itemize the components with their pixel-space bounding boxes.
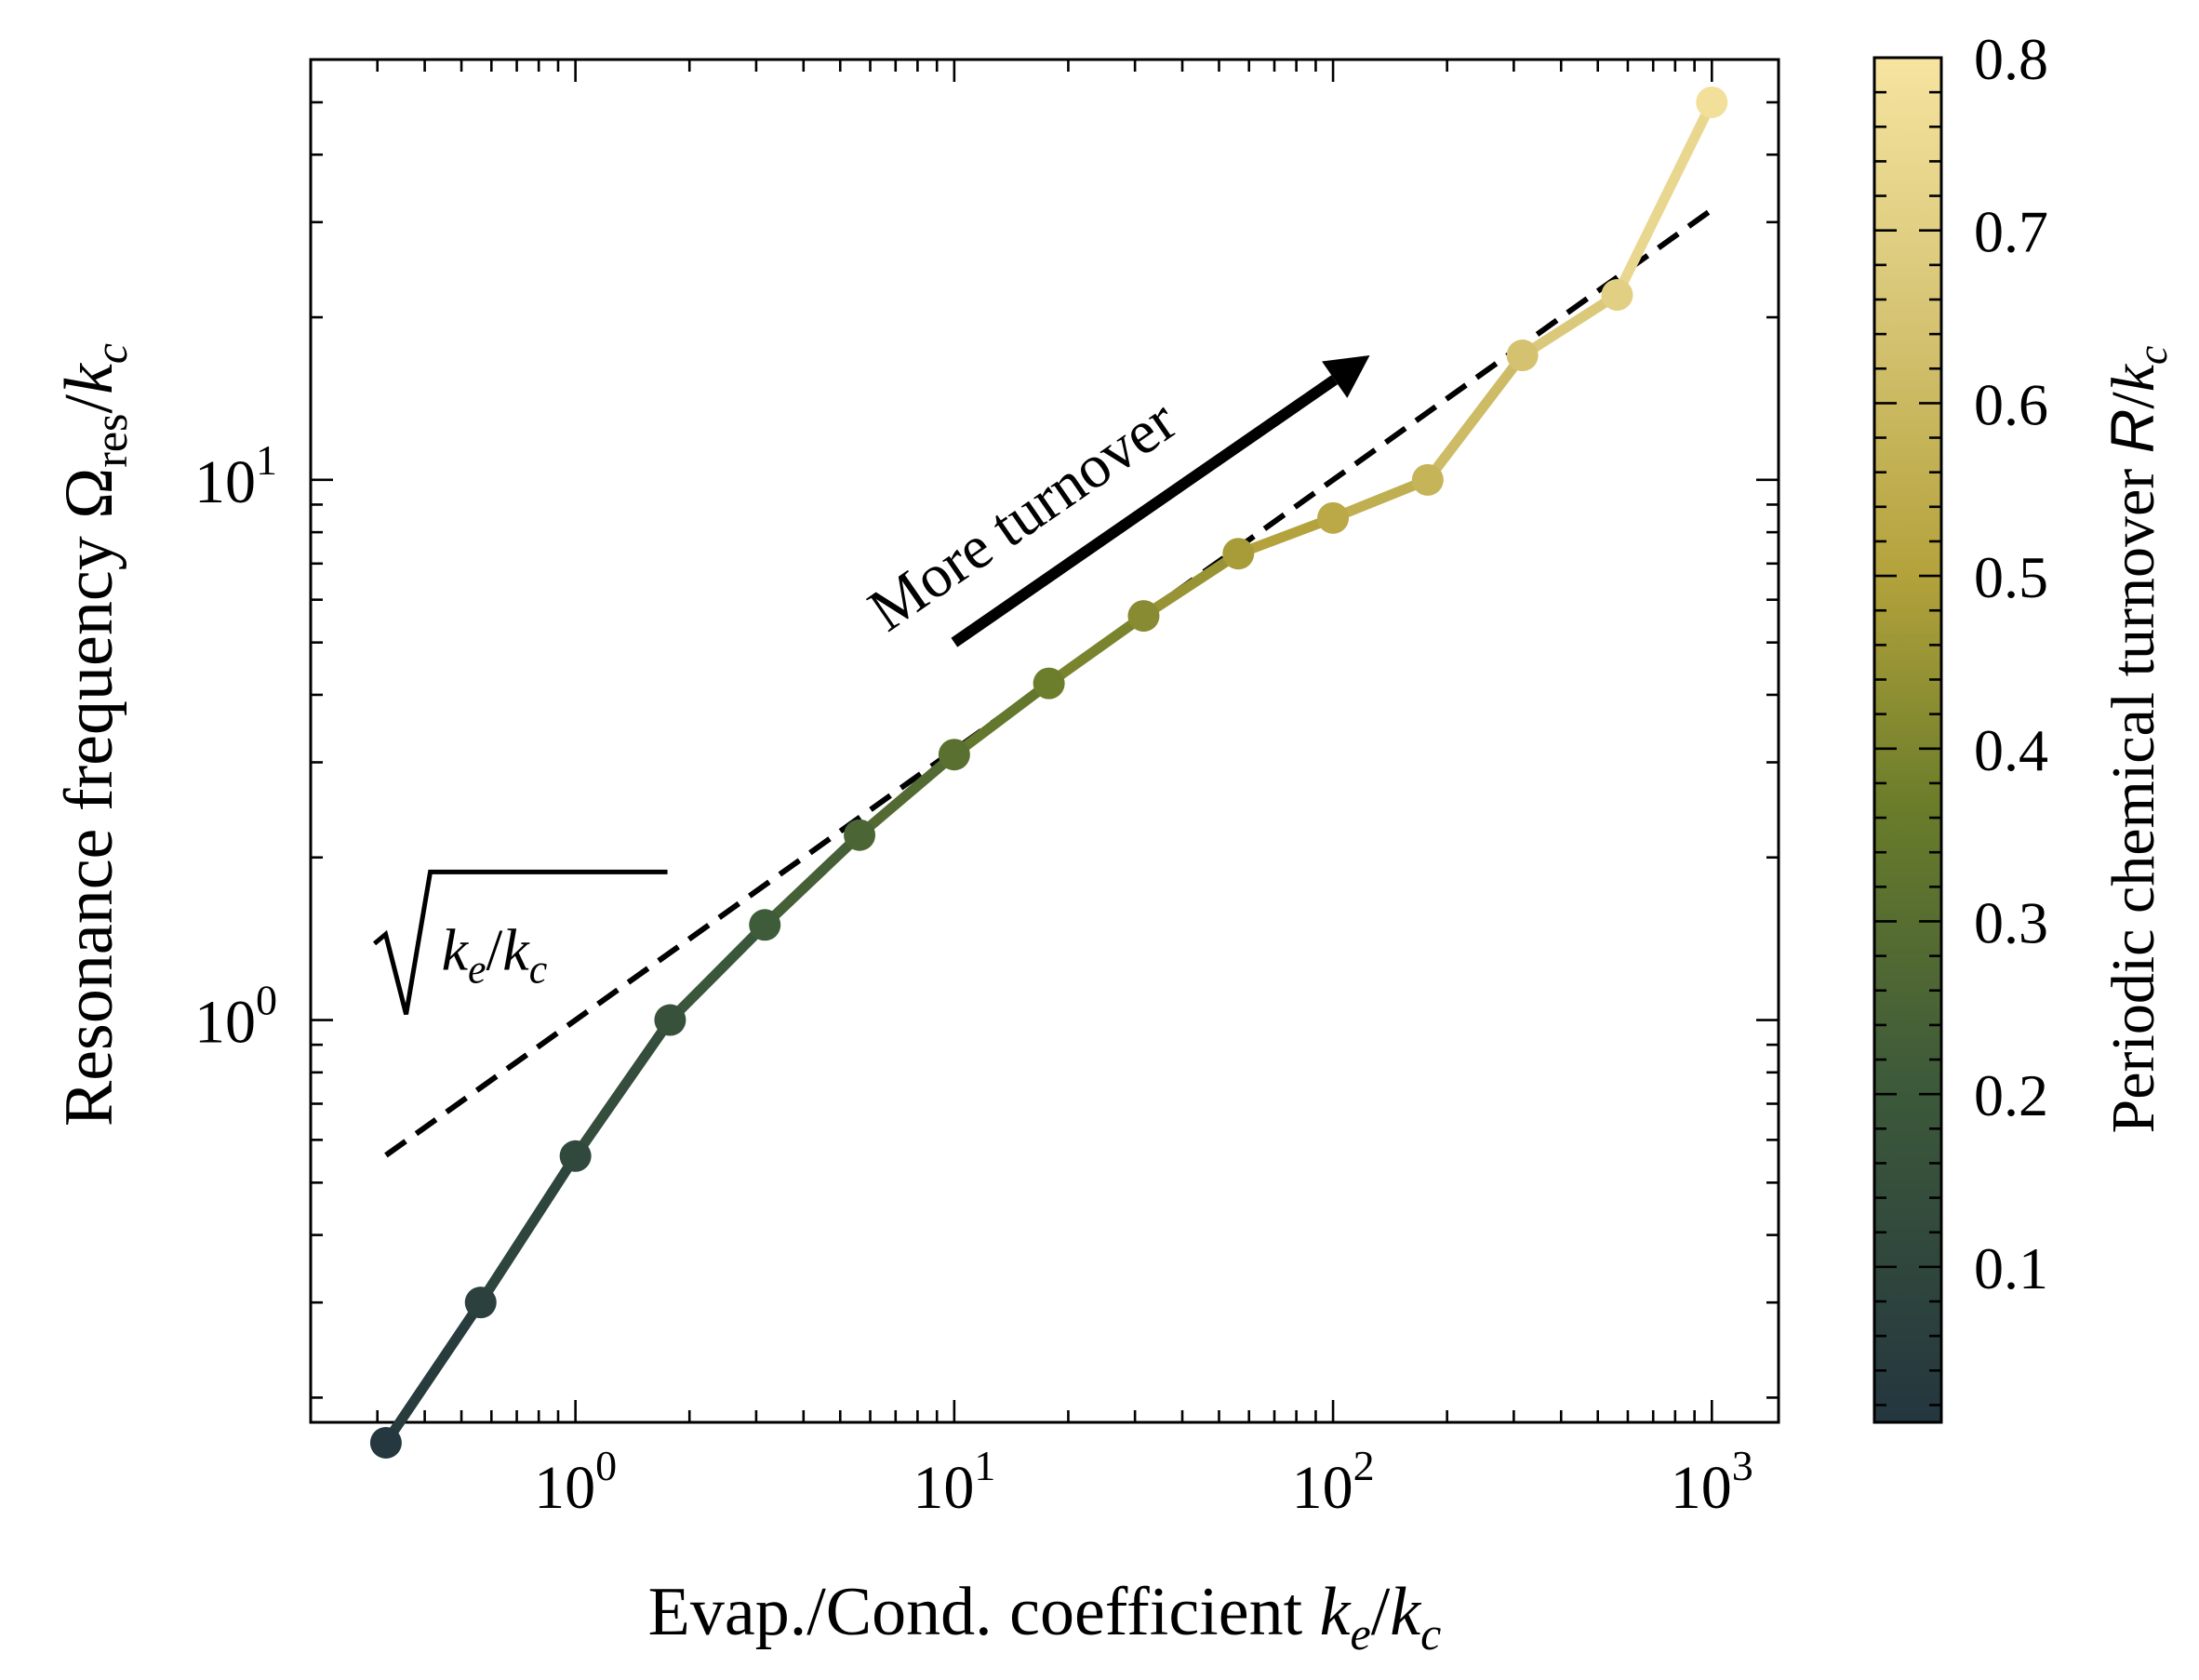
turnover-arrow [951,355,1370,647]
y-tick-labels: 100 101 [194,436,277,1057]
series-segment [1327,474,1433,524]
major-ticks [311,60,1779,1422]
data-point [369,1426,402,1459]
x-axis-label: Evap./Cond. coefficient ke/kc [648,1574,1442,1660]
x-tick-label: 102 [1292,1442,1375,1522]
y-axis-label: Resonance frequency Ωres/kc [51,343,137,1127]
colorbar-tick-label: 0.3 [1974,889,2048,955]
series-segment [380,1297,486,1448]
colorbar-tick-label: 0.7 [1974,199,2048,265]
colorbar-frame [1872,56,1943,1424]
data-point [749,909,781,941]
data-point [1222,538,1255,570]
colorbar-gradient [1874,58,1941,1422]
series-segment [854,749,960,841]
series-segment [759,830,865,930]
series-segment [949,678,1055,760]
colorbar-ticks [1874,56,1941,1407]
colorbar: 0.1 0.2 0.3 0.4 0.5 0.6 0.7 0.8 Periodic chemic… [1872,26,2176,1424]
series-segment [664,919,770,1026]
y-tick-label: 101 [194,436,277,516]
data-point [1696,86,1728,118]
data-point [938,739,970,771]
data-point [654,1004,686,1036]
arrow-head [1322,355,1370,398]
colorbar-tick-label: 0.8 [1974,26,2048,92]
sqrt-expression: ke/kc [442,916,548,992]
data-point [1411,463,1444,496]
series-segment [1422,350,1528,486]
x-tick-label: 100 [534,1442,617,1522]
series-points [369,86,1728,1459]
series-segment [1611,97,1717,300]
series-segment [1233,513,1339,559]
sqrt-sign [372,869,668,1015]
colorbar-tick-label: 0.2 [1974,1062,2048,1128]
series-line [380,97,1717,1448]
y-tick-label: 100 [194,977,277,1057]
x-tick-label: 101 [913,1442,995,1522]
series-segment [1517,289,1622,361]
data-point [1317,501,1350,534]
arrow-shaft [951,375,1339,647]
series-segment [1138,548,1244,621]
colorbar-tick-label: 0.4 [1974,717,2048,783]
data-point [1127,600,1160,633]
data-point [844,819,876,851]
data-point [559,1140,592,1172]
sqrt-annotation: ke/kc [372,869,668,1015]
x-tick-label: 103 [1671,1442,1753,1522]
series-segment [570,1015,675,1162]
data-point [1601,279,1633,312]
colorbar-label: Periodic chemical turnover R/kc [2098,346,2176,1134]
series-segment [1044,610,1149,689]
data-point [1506,340,1539,372]
data-point [464,1287,497,1319]
plot-area: More turnover ke/kc [309,58,1780,1459]
x-tick-labels: 100 101 102 103 [534,1442,1753,1522]
colorbar-tick-labels: 0.1 0.2 0.3 0.4 0.5 0.6 0.7 0.8 [1974,26,2048,1301]
series-segment [475,1151,581,1308]
minor-ticks [309,58,1779,1422]
plot-frame [309,58,1780,1424]
colorbar-tick-label: 0.1 [1974,1235,2048,1301]
colorbar-tick-label: 0.5 [1974,544,2048,610]
sqrt-fit-line [384,207,1714,1158]
data-point [1033,667,1065,700]
colorbar-tick-label: 0.6 [1974,371,2048,437]
